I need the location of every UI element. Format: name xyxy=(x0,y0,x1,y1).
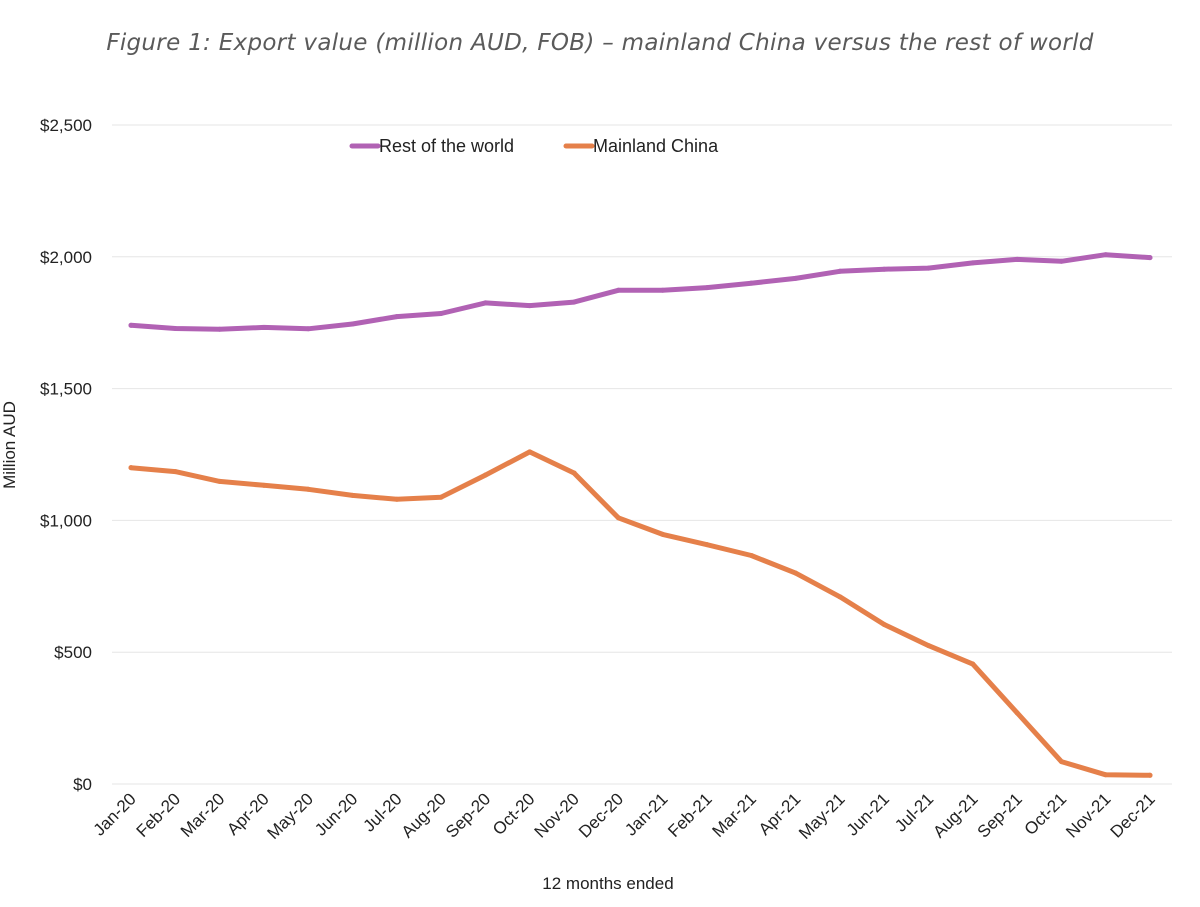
data-point xyxy=(925,265,931,271)
y-tick-label: $2,000 xyxy=(40,248,92,267)
series-layer xyxy=(128,252,1153,778)
data-point xyxy=(217,478,223,484)
y-axis-title: Million AUD xyxy=(0,401,19,489)
data-point xyxy=(748,280,754,286)
data-point xyxy=(970,260,976,266)
legend-label: Rest of the world xyxy=(379,136,514,156)
data-point xyxy=(128,322,134,328)
data-point xyxy=(350,492,356,498)
data-point xyxy=(970,661,976,667)
data-point xyxy=(438,310,444,316)
data-point xyxy=(527,449,533,455)
x-tick-label: Jun-21 xyxy=(843,789,893,839)
x-axis-title: 12 months ended xyxy=(542,874,673,893)
x-tick-label: Sep-20 xyxy=(442,789,494,841)
y-tick-label: $500 xyxy=(54,643,92,662)
data-point xyxy=(482,472,488,478)
x-tick-label: Nov-20 xyxy=(531,789,583,841)
y-tick-label: $1,000 xyxy=(40,511,92,530)
data-point xyxy=(1014,710,1020,716)
data-point xyxy=(1014,256,1020,262)
data-point xyxy=(1058,759,1064,765)
x-tick-label: Sep-21 xyxy=(974,789,1026,841)
data-point xyxy=(350,321,356,327)
y-axis: $0 $500 $1,000 $1,500 $2,000 $2,500 xyxy=(40,116,92,794)
x-tick-label: Oct-21 xyxy=(1021,789,1071,839)
data-point xyxy=(438,494,444,500)
x-tick-label: Mar-21 xyxy=(709,789,761,841)
data-point xyxy=(482,300,488,306)
data-point xyxy=(571,299,577,305)
data-point xyxy=(305,486,311,492)
data-point xyxy=(704,285,710,291)
x-tick-label: Nov-21 xyxy=(1062,789,1114,841)
data-point xyxy=(793,275,799,281)
data-point xyxy=(217,326,223,332)
legend-label: Mainland China xyxy=(593,136,719,156)
x-tick-label: Jan-21 xyxy=(621,789,671,839)
data-point xyxy=(837,594,843,600)
x-tick-label: Feb-21 xyxy=(664,789,716,841)
data-point xyxy=(394,314,400,320)
x-tick-label: Aug-20 xyxy=(398,789,450,841)
data-point xyxy=(394,496,400,502)
data-point xyxy=(1103,252,1109,258)
data-point xyxy=(261,324,267,330)
x-tick-label: Mar-20 xyxy=(177,789,229,841)
y-tick-label: $2,500 xyxy=(40,116,92,135)
data-point xyxy=(128,465,134,471)
x-tick-label: Feb-20 xyxy=(133,789,185,841)
figure-title: Figure 1: Export value (million AUD, FOB… xyxy=(106,30,1094,56)
series-line-mainland-china xyxy=(128,449,1153,778)
data-point xyxy=(704,542,710,548)
gridlines xyxy=(112,124,1172,785)
data-point xyxy=(660,531,666,537)
data-point xyxy=(527,303,533,309)
data-point xyxy=(571,470,577,476)
data-point xyxy=(793,570,799,576)
y-tick-label: $0 xyxy=(73,775,92,794)
data-point xyxy=(660,287,666,293)
data-point xyxy=(925,643,931,649)
data-point xyxy=(615,287,621,293)
y-tick-label: $1,500 xyxy=(40,380,92,399)
data-point xyxy=(261,482,267,488)
data-point xyxy=(1103,772,1109,778)
x-tick-label: Dec-21 xyxy=(1107,789,1159,841)
data-point xyxy=(615,515,621,521)
x-tick-label: Oct-20 xyxy=(489,789,539,839)
data-point xyxy=(881,266,887,272)
x-tick-label: May-20 xyxy=(264,789,318,843)
data-point xyxy=(1058,258,1064,264)
x-tick-label: Aug-21 xyxy=(929,789,981,841)
legend: Rest of the world Mainland China xyxy=(349,136,719,156)
x-tick-label: Dec-20 xyxy=(575,789,627,841)
data-point xyxy=(172,469,178,475)
data-point xyxy=(748,552,754,558)
data-point xyxy=(1147,772,1153,778)
x-tick-label: May-21 xyxy=(795,789,849,843)
x-axis: Jan-20Feb-20Mar-20Apr-20May-20Jun-20Jul-… xyxy=(90,789,1159,843)
data-point xyxy=(881,622,887,628)
series-line-rest-of-the-world xyxy=(128,252,1153,332)
x-tick-label: Jan-20 xyxy=(90,789,140,839)
x-tick-label: Jun-20 xyxy=(311,789,361,839)
data-point xyxy=(837,268,843,274)
data-point xyxy=(1147,255,1153,261)
data-point xyxy=(305,326,311,332)
data-point xyxy=(172,325,178,331)
